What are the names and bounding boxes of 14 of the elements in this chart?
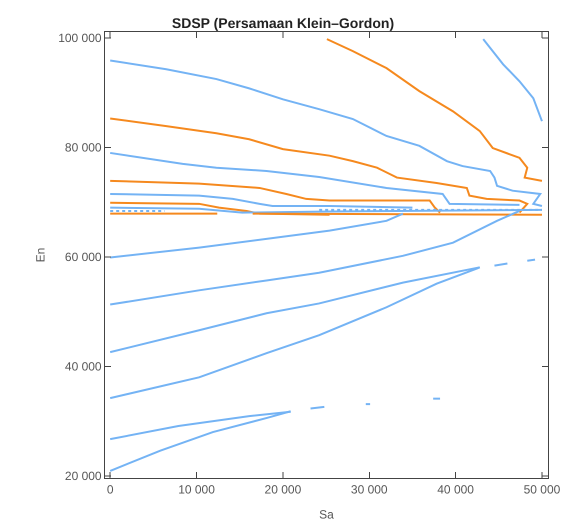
y-tick-label: 80 000: [64, 140, 102, 155]
x-tick-label: 20 000: [264, 482, 302, 496]
x-tick-label: 10 000: [178, 482, 216, 496]
x-tick-label: 0: [106, 482, 114, 496]
x-axis-title: Sa: [319, 507, 334, 522]
y-tick-label: 20 000: [64, 469, 102, 484]
x-tick-label: 40 000: [437, 482, 474, 496]
y-tick-label: 40 000: [64, 360, 102, 374]
y-axis-title: En: [34, 248, 48, 262]
y-tick-label: 60 000: [64, 250, 102, 264]
x-tick-label: 30 000: [350, 482, 388, 496]
chart-title: SDSP (Persamaan Klein–Gordon): [172, 14, 394, 31]
x-tick-label: 50 000: [524, 482, 561, 496]
y-tick-label: 100 000: [58, 31, 102, 46]
